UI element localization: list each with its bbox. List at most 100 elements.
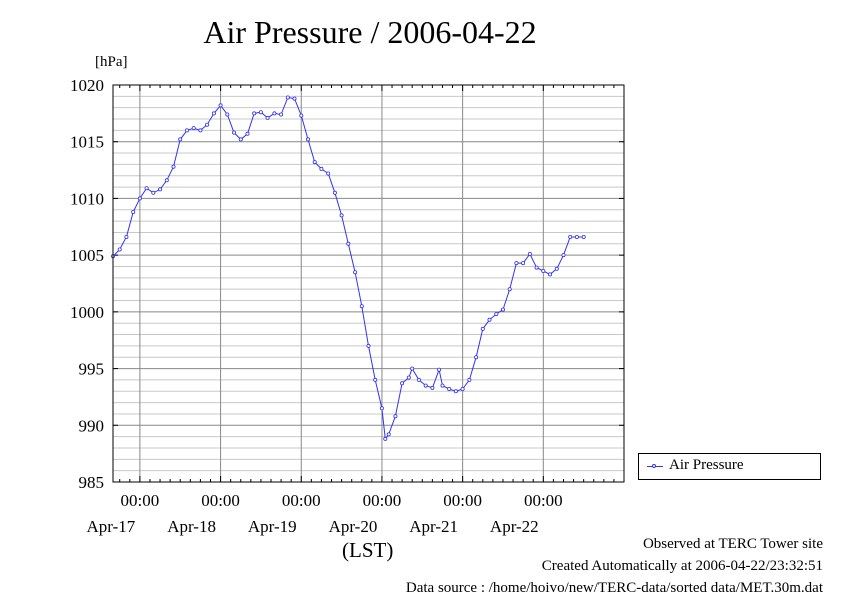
data-point xyxy=(581,234,586,239)
data-point xyxy=(487,317,492,322)
data-point xyxy=(541,268,546,273)
plot-frame xyxy=(112,84,625,483)
data-point xyxy=(131,209,136,214)
data-point xyxy=(225,112,230,117)
data-point xyxy=(137,196,142,201)
data-point xyxy=(480,326,485,331)
y-tick-label: 1000 xyxy=(70,303,104,322)
data-point xyxy=(467,377,472,382)
site-note: Observed at TERC Tower site xyxy=(642,536,823,552)
y-tick-label: 995 xyxy=(79,360,105,379)
data-point xyxy=(117,247,122,252)
data-point xyxy=(231,130,236,135)
data-point xyxy=(359,304,364,309)
data-point xyxy=(353,270,358,275)
data-point xyxy=(366,343,371,348)
y-tick-label: 990 xyxy=(79,416,105,435)
data-point xyxy=(400,381,405,386)
data-point xyxy=(211,111,216,116)
legend-swatch-icon xyxy=(647,464,663,468)
y-axis-unit-label: [hPa] xyxy=(95,54,128,70)
data-point xyxy=(416,377,421,382)
x-tick-day-label: Apr-17 xyxy=(87,517,136,536)
data-point xyxy=(494,312,499,317)
data-point xyxy=(339,213,344,218)
data-point xyxy=(319,166,324,171)
major-gridlines xyxy=(113,85,624,482)
data-point xyxy=(151,190,156,195)
data-point xyxy=(393,414,398,419)
x-tick-clock-label: 00:00 xyxy=(201,491,240,510)
x-tick-day-label: Apr-18 xyxy=(167,517,216,536)
data-point xyxy=(561,253,566,258)
data-point xyxy=(440,383,445,388)
data-point xyxy=(272,111,277,116)
data-point xyxy=(252,111,257,116)
data-point xyxy=(292,96,297,101)
data-point xyxy=(507,287,512,292)
data-point xyxy=(279,112,284,117)
x-tick-clock-label: 00:00 xyxy=(282,491,321,510)
data-point xyxy=(191,126,196,131)
data-point xyxy=(124,234,129,239)
data-point xyxy=(548,272,553,277)
data-point xyxy=(305,137,310,142)
data-point xyxy=(285,95,290,100)
data-source-note: Data source : /home/hoivo/new/TERC-data/… xyxy=(405,580,823,596)
data-point xyxy=(171,164,176,169)
air-pressure-series-points xyxy=(111,95,586,441)
data-point xyxy=(164,178,169,183)
data-point xyxy=(205,122,210,127)
data-point xyxy=(144,186,149,191)
data-point xyxy=(312,160,317,165)
data-point xyxy=(373,377,378,382)
y-tick-label: 1020 xyxy=(70,76,104,95)
air-pressure-series-line xyxy=(112,96,584,441)
x-tick-clock-label: 00:00 xyxy=(524,491,563,510)
x-tick-clock-label: 00:00 xyxy=(363,491,402,510)
data-point xyxy=(184,128,189,133)
data-point xyxy=(198,128,203,133)
x-tick-day-label: Apr-20 xyxy=(329,517,378,536)
data-point xyxy=(527,251,532,256)
data-point xyxy=(521,261,526,266)
x-tick-day-label: Apr-19 xyxy=(248,517,297,536)
data-point xyxy=(158,187,163,192)
data-point xyxy=(500,307,505,312)
y-axis-ticks: 985 990 995 1000 1005 1010 1015 1020 xyxy=(70,76,624,492)
data-point xyxy=(568,234,573,239)
data-point xyxy=(554,266,559,271)
data-point xyxy=(383,436,388,441)
data-point xyxy=(218,103,223,108)
data-point xyxy=(460,386,465,391)
data-point xyxy=(534,265,539,270)
data-point xyxy=(423,383,428,388)
y-tick-label: 1010 xyxy=(70,189,104,208)
x-axis-label: (LST) xyxy=(342,538,394,562)
legend-label: Air Pressure xyxy=(669,457,744,473)
data-point xyxy=(453,389,458,394)
x-tick-clock-label: 00:00 xyxy=(443,491,482,510)
data-point xyxy=(245,131,250,136)
data-point xyxy=(406,375,411,380)
data-point xyxy=(474,355,479,360)
data-point xyxy=(447,386,452,391)
data-point xyxy=(332,190,337,195)
data-point xyxy=(299,113,304,118)
data-point xyxy=(379,406,384,411)
x-tick-day-label: Apr-22 xyxy=(490,517,539,536)
created-note: Created Automatically at 2006-04-22/23:3… xyxy=(541,558,823,574)
minor-gridlines xyxy=(113,95,624,472)
data-point xyxy=(386,432,391,437)
data-point xyxy=(514,261,519,266)
y-tick-label: 985 xyxy=(79,473,105,492)
y-tick-label: 1005 xyxy=(70,246,104,265)
data-point xyxy=(346,241,351,246)
x-tick-day-label: Apr-21 xyxy=(409,517,458,536)
data-point xyxy=(430,385,435,390)
data-point xyxy=(178,137,183,142)
data-point xyxy=(326,171,331,176)
y-tick-label: 1015 xyxy=(70,133,104,152)
data-point xyxy=(258,110,263,115)
